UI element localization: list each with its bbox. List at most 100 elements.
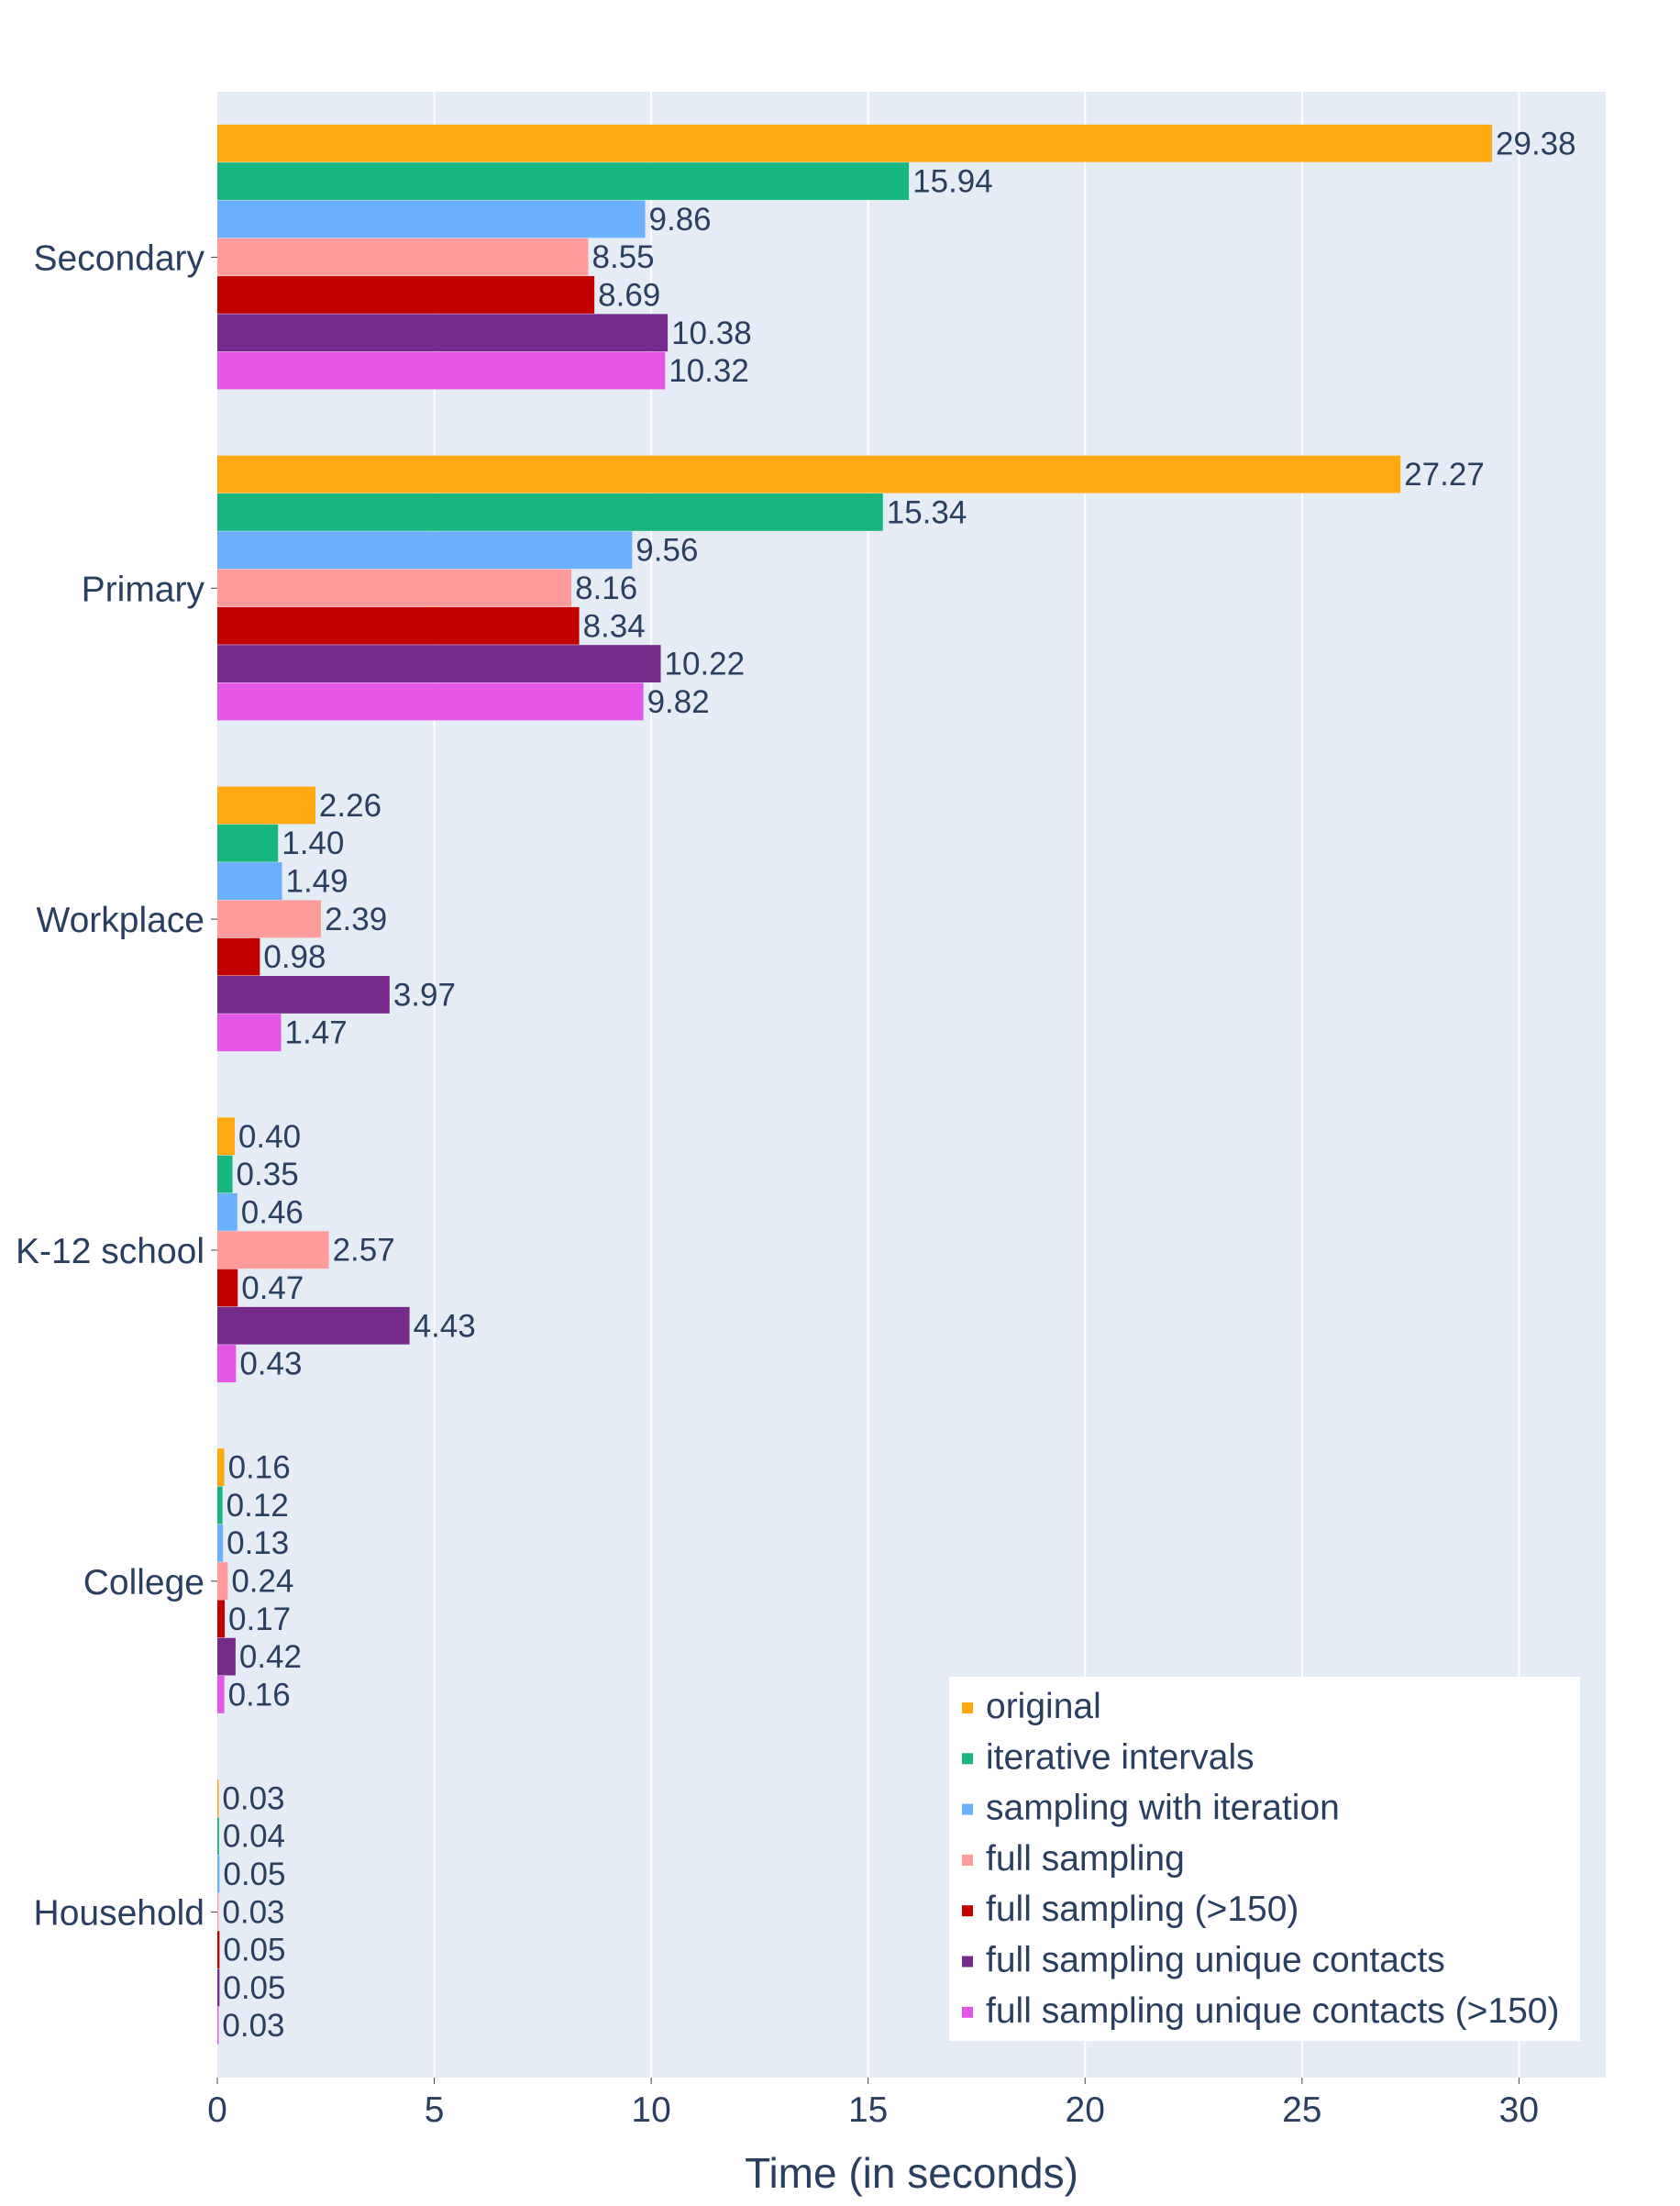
bar <box>217 1014 282 1052</box>
legend-swatch <box>962 2006 973 2018</box>
bar <box>217 2006 219 2045</box>
bar-value-label: 0.17 <box>228 1602 291 1637</box>
bar <box>217 1779 219 1817</box>
bar-value-label: 0.05 <box>223 1933 285 1968</box>
bar <box>217 1192 238 1231</box>
legend-box <box>949 1677 1580 2042</box>
legend-label: full sampling unique contacts <box>986 1941 1445 1980</box>
bar-value-label: 0.42 <box>239 1639 302 1675</box>
y-tick-label: Household <box>34 1894 204 1934</box>
legend-swatch <box>962 1753 973 1765</box>
y-tick-label: College <box>83 1563 204 1602</box>
bars <box>217 124 1493 2045</box>
bar-value-label: 10.38 <box>671 316 752 351</box>
bar <box>217 606 580 645</box>
bar-value-label: 8.34 <box>583 608 646 644</box>
legend-swatch <box>962 1956 973 1968</box>
y-tick-label: Primary <box>82 570 205 609</box>
bar <box>217 1676 225 1713</box>
y-tick-label: Secondary <box>34 238 205 278</box>
bar <box>217 976 390 1014</box>
bar-value-label: 10.32 <box>669 353 749 389</box>
bar-value-label: 1.47 <box>285 1015 348 1051</box>
bar <box>217 1269 238 1307</box>
legend-label: full sampling unique contacts (>150) <box>986 1991 1559 2031</box>
x-tick-label: 15 <box>848 2090 888 2130</box>
bar-value-label: 0.40 <box>238 1119 301 1155</box>
bar <box>217 1637 236 1676</box>
bar-value-label: 0.05 <box>223 1857 285 1892</box>
bar-value-label: 29.38 <box>1496 126 1576 161</box>
bar-value-label: 0.03 <box>222 1780 284 1816</box>
bar-value-label: 1.40 <box>282 826 344 861</box>
bar-value-label: 9.56 <box>636 533 698 569</box>
bar-value-label: 2.26 <box>319 788 381 824</box>
bar <box>217 1486 223 1524</box>
bar <box>217 162 910 200</box>
y-tick-label: Workplace <box>36 901 204 940</box>
bar <box>217 238 589 276</box>
x-axis-title: Time (in seconds) <box>745 2149 1078 2197</box>
bar-value-label: 0.43 <box>239 1347 302 1382</box>
y-axis: Secondary Primary Workplace K-12 school Coll… <box>16 238 217 1934</box>
bar-value-label: 0.47 <box>241 1270 304 1306</box>
bar <box>217 1817 219 1856</box>
bar-value-label: 2.39 <box>325 902 387 937</box>
legend-label: sampling with iteration <box>986 1789 1340 1828</box>
bar <box>217 1600 226 1638</box>
bar-value-label: 27.27 <box>1404 457 1485 493</box>
bar <box>217 276 595 314</box>
bar <box>217 1231 329 1269</box>
bar <box>217 569 572 607</box>
bar <box>217 314 669 352</box>
x-tick-label: 20 <box>1066 2090 1105 2130</box>
bar-value-label: 0.16 <box>228 1677 291 1713</box>
x-tick-label: 5 <box>425 2090 445 2130</box>
legend: original iterative intervals sampling with… <box>949 1677 1580 2042</box>
bar <box>217 455 1401 493</box>
legend-swatch <box>962 1803 973 1815</box>
x-tick-label: 30 <box>1499 2090 1539 2130</box>
bar <box>217 1562 228 1600</box>
bar <box>217 682 644 721</box>
bar-value-label: 0.16 <box>228 1450 291 1486</box>
bar <box>217 1306 410 1345</box>
bar <box>217 645 661 682</box>
bar-value-label: 8.69 <box>598 277 660 313</box>
bar <box>217 1968 220 2007</box>
bar-value-label: 0.98 <box>263 939 326 975</box>
bar-value-label: 4.43 <box>414 1308 476 1344</box>
bar-value-label: 1.49 <box>285 864 348 900</box>
bar <box>217 531 633 570</box>
legend-swatch <box>962 1854 973 1866</box>
bar <box>217 1931 220 1969</box>
bar-value-label: 0.13 <box>227 1525 289 1561</box>
bar-value-label: 0.24 <box>231 1564 293 1600</box>
bar <box>217 1855 220 1893</box>
bar-value-label: 10.22 <box>665 647 746 682</box>
bar <box>217 862 282 900</box>
bar-value-label: 3.97 <box>393 977 456 1013</box>
bar <box>217 1155 233 1193</box>
bar-value-label: 9.86 <box>649 202 712 238</box>
bar <box>217 824 279 862</box>
bar <box>217 493 883 531</box>
x-tick-label: 0 <box>207 2090 227 2130</box>
bar-value-label: 2.57 <box>333 1233 395 1269</box>
bar <box>217 200 646 238</box>
x-tick-label: 25 <box>1282 2090 1321 2130</box>
bar <box>217 1345 237 1382</box>
bar-value-label: 0.03 <box>222 1894 284 1930</box>
bar <box>217 1117 235 1156</box>
legend-label: full sampling (>150) <box>986 1890 1299 1929</box>
legend-swatch <box>962 1905 973 1917</box>
x-axis: 0 5 10 15 20 25 30 <box>207 2078 1539 2130</box>
bar-value-label: 15.34 <box>887 494 967 530</box>
legend-label: iterative intervals <box>986 1737 1254 1777</box>
y-tick-label: K-12 school <box>16 1232 204 1271</box>
bar <box>217 786 315 825</box>
bar <box>217 351 666 390</box>
